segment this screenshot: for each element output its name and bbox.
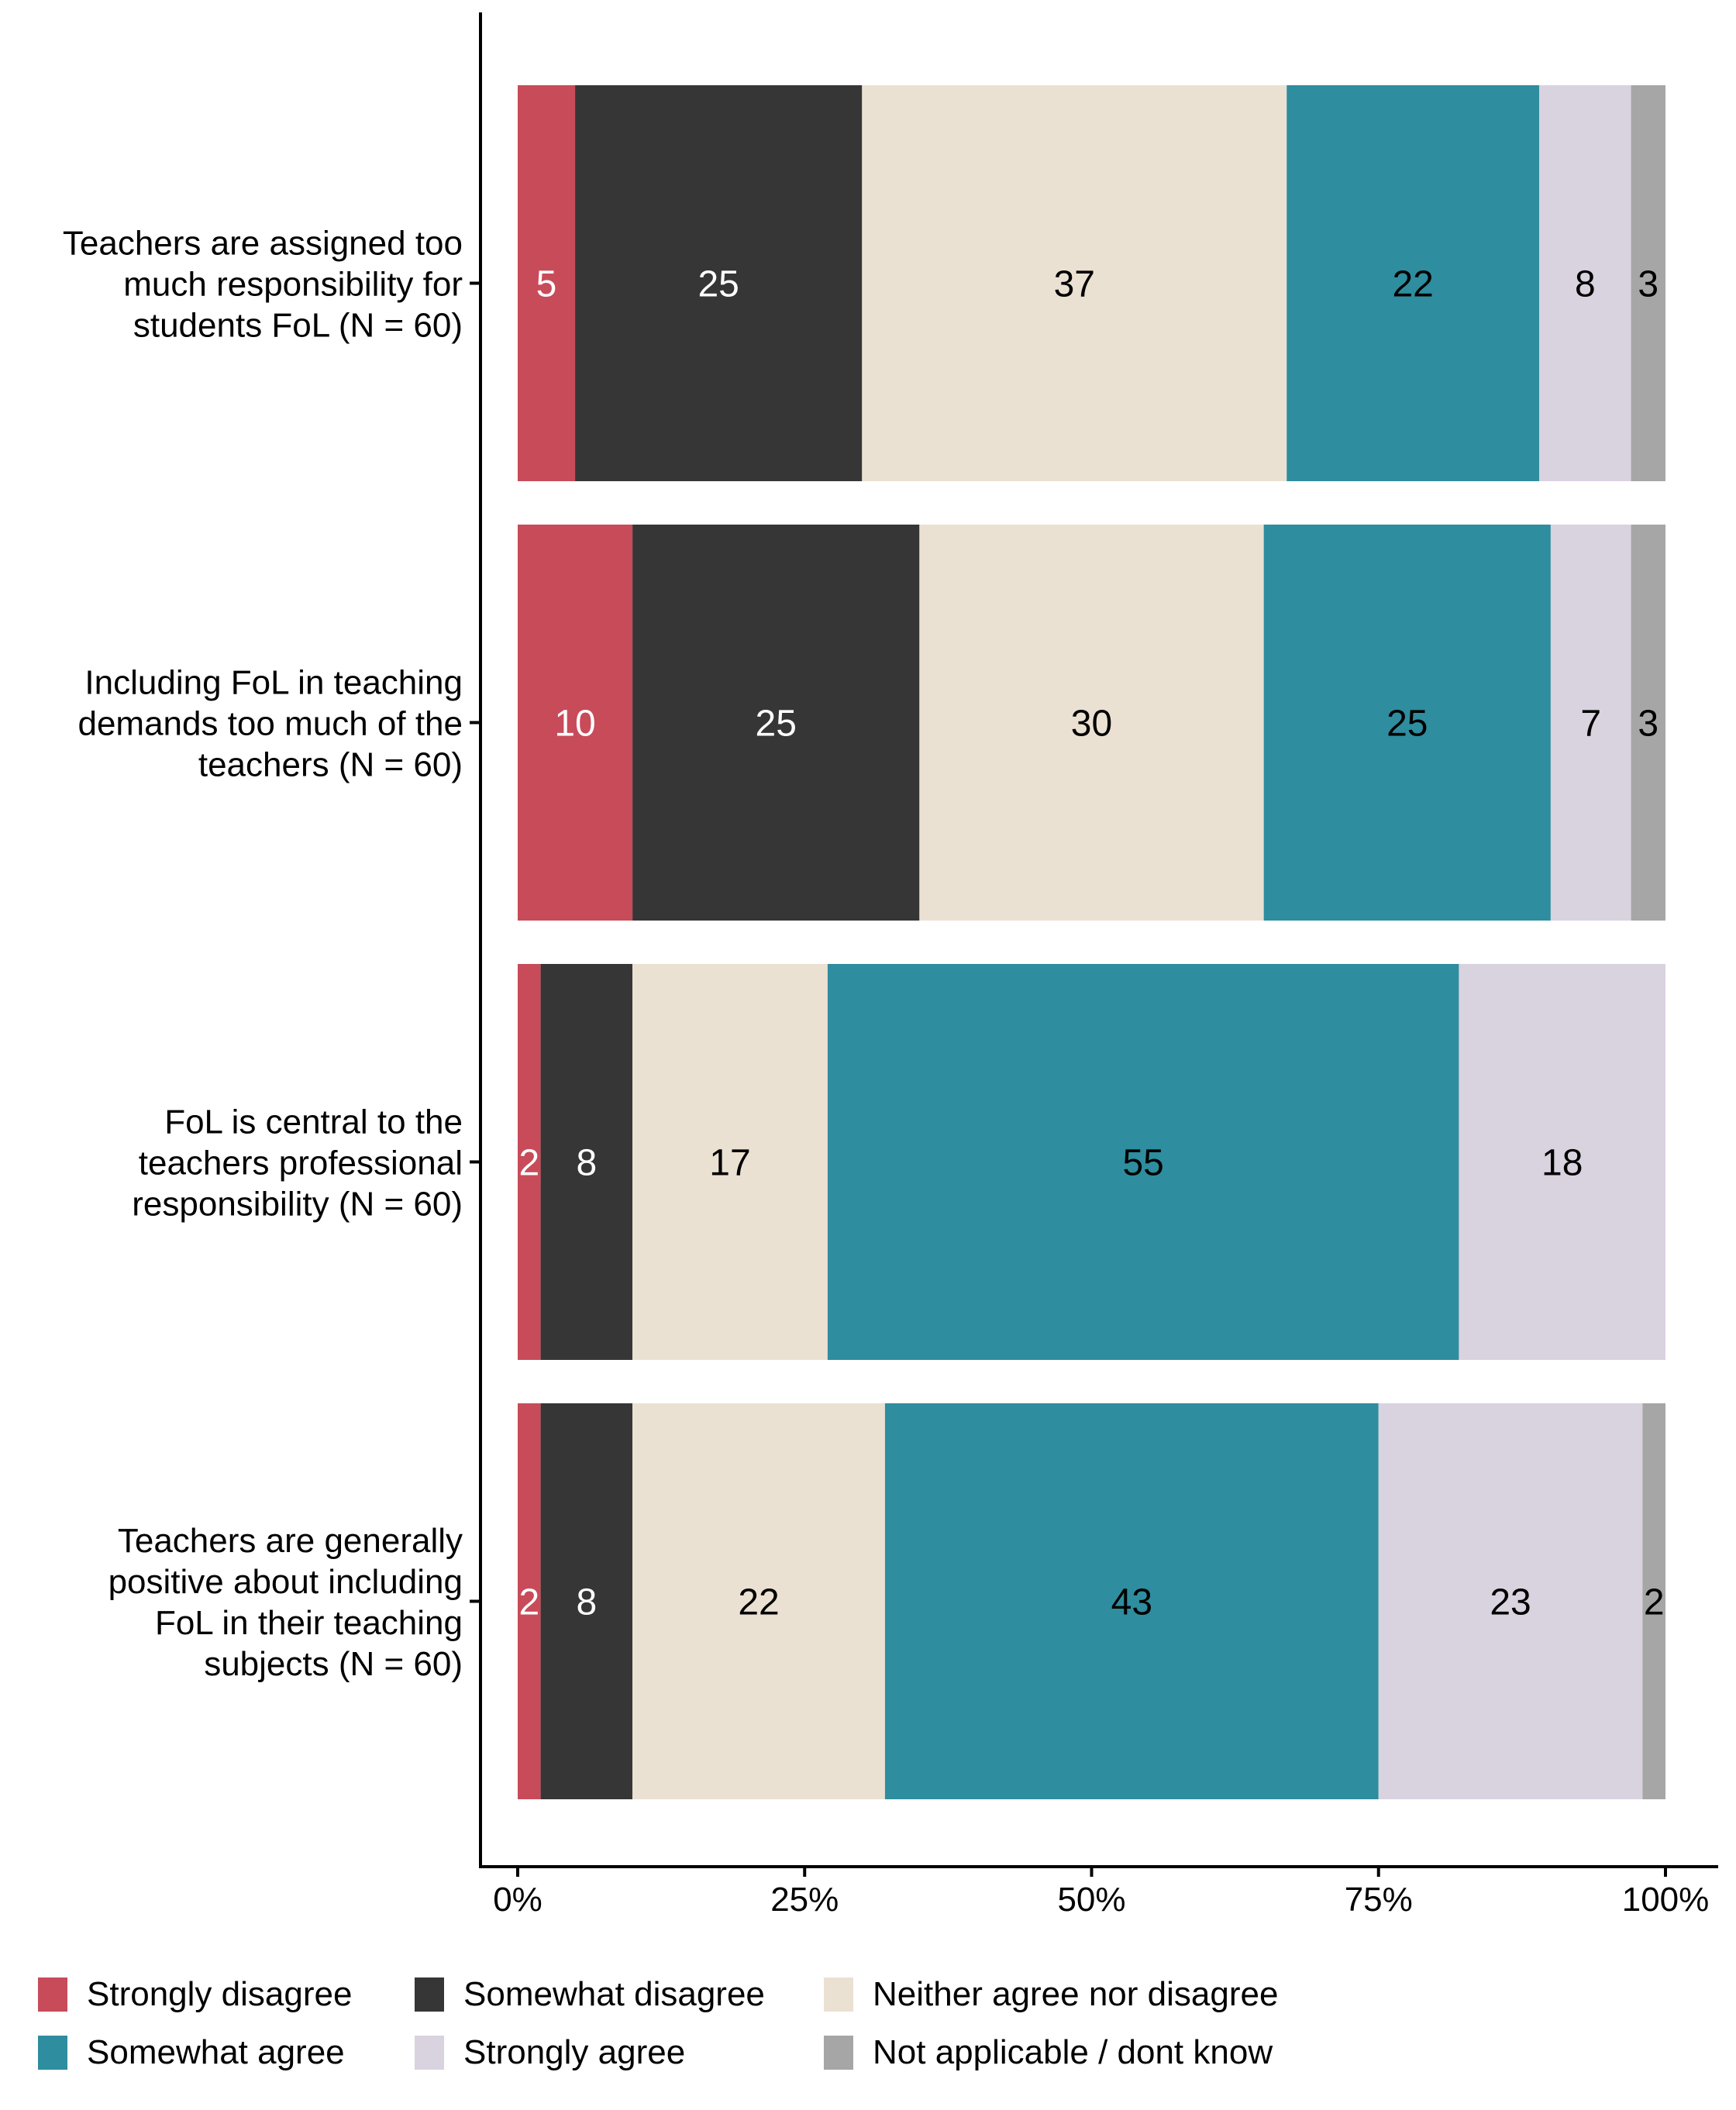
- bar-segment-somewhat-agree: [827, 964, 1459, 1360]
- data-label: 8: [577, 1582, 598, 1623]
- data-label: 3: [1638, 264, 1658, 305]
- bar-segment-strongly-agree: [1378, 1403, 1643, 1799]
- legend-item-not-applicable: Not applicable / dont know: [824, 2036, 1273, 2070]
- bar-segment-strongly-agree: [1550, 525, 1631, 921]
- data-label: 30: [1071, 704, 1112, 745]
- data-label: 22: [738, 1582, 779, 1623]
- y-tick-label-line: subjects (N = 60): [204, 1645, 463, 1683]
- legend-key-neither: [824, 1977, 853, 2012]
- legend-item-somewhat-disagree: Somewhat disagree: [415, 1977, 765, 2012]
- data-label: 25: [698, 264, 739, 305]
- x-tick-label: 50%: [1057, 1881, 1125, 1919]
- legend-key-strongly-disagree: [38, 1977, 67, 2012]
- bar-segment-somewhat-agree: [884, 1403, 1379, 1799]
- bar-segment-somewhat-disagree: [540, 964, 633, 1360]
- bar-segment-neither-agree-nor-disagree: [919, 525, 1264, 921]
- data-label: 23: [1490, 1582, 1531, 1623]
- y-tick-label: FoL is central to the teachers profession…: [132, 1103, 463, 1224]
- legend-item-strongly-agree: Strongly agree: [415, 2036, 685, 2070]
- data-label: 22: [1392, 264, 1433, 305]
- bars-layer: [518, 85, 1665, 1799]
- bar-segment-somewhat-agree: [1263, 525, 1551, 921]
- legend-item-neither: Neither agree nor disagree: [824, 1977, 1278, 2012]
- legend-item-somewhat-agree: Somewhat agree: [38, 2036, 345, 2070]
- value-labels-layer: 5 25 37 22 8 310 25 30 25 7 32 8 17 55 182 8 22 43 23 2: [518, 264, 1664, 1623]
- data-label: 25: [1386, 704, 1428, 745]
- data-label: 2: [518, 1582, 539, 1623]
- legend-item-strongly-disagree: Strongly disagree: [38, 1977, 352, 2012]
- y-tick-label: Teachers are generally positive about inc…: [108, 1522, 463, 1683]
- legend-key-somewhat-agree: [38, 2036, 67, 2070]
- legend-key-strongly-agree: [415, 2036, 444, 2070]
- bar-segment-not-applicable-dont-know: [1631, 85, 1665, 481]
- legend-label: Somewhat agree: [87, 2033, 345, 2071]
- data-label: 10: [554, 704, 595, 745]
- bar-segment-neither-agree-nor-disagree: [632, 1403, 885, 1799]
- data-label: 17: [709, 1143, 750, 1184]
- y-tick-label-line: teachers (N = 60): [198, 746, 463, 784]
- bar-segment-somewhat-disagree: [575, 85, 863, 481]
- y-tick-label: Including FoL in teaching demands too muc…: [78, 664, 463, 784]
- bar-segment-strongly-disagree: [518, 1403, 541, 1799]
- bar-segment-somewhat-agree: [1286, 85, 1540, 481]
- data-label: 3: [1638, 704, 1658, 745]
- data-label: 43: [1111, 1582, 1152, 1623]
- data-label: 5: [536, 264, 557, 305]
- data-label: 8: [1575, 264, 1596, 305]
- data-label: 18: [1541, 1143, 1583, 1184]
- y-tick-label-line: Teachers are generally: [118, 1522, 463, 1560]
- x-tick-label: 75%: [1345, 1881, 1413, 1919]
- data-label: 25: [756, 704, 797, 745]
- y-tick-label-line: Teachers are assigned too: [63, 225, 463, 263]
- y-tick-label-line: responsibility (N = 60): [132, 1186, 463, 1224]
- legend-label: Somewhat disagree: [463, 1975, 765, 2013]
- legend-label: Neither agree nor disagree: [873, 1975, 1279, 2013]
- y-tick-label-line: teachers professional: [139, 1144, 463, 1182]
- x-tick-label: 0%: [493, 1881, 542, 1919]
- x-tick-label: 25%: [770, 1881, 839, 1919]
- bar-segment-somewhat-disagree: [540, 1403, 633, 1799]
- y-tick-label-line: FoL is central to the: [164, 1103, 463, 1141]
- y-tick-label-line: positive about including: [108, 1563, 463, 1601]
- bar-segment-strongly-agree: [1459, 964, 1665, 1360]
- legend-key-somewhat-disagree: [415, 1977, 444, 2012]
- y-tick-label-line: demands too much of the: [78, 705, 463, 743]
- y-tick-label-line: FoL in their teaching: [155, 1604, 463, 1642]
- bar-segment-not-applicable-dont-know: [1631, 525, 1665, 921]
- y-tick-label: Teachers are assigned too much responsibi…: [63, 225, 463, 345]
- bar-segment-strongly-disagree: [518, 964, 541, 1360]
- y-tick-label-line: much responsibility for: [123, 266, 463, 304]
- bar-segment-strongly-disagree: [518, 85, 576, 481]
- data-label: 7: [1580, 704, 1601, 745]
- bar-segment-neither-agree-nor-disagree: [632, 964, 828, 1360]
- bar-segment-not-applicable-dont-know: [1642, 1403, 1665, 1799]
- legend-key-not-applicable: [824, 2036, 853, 2070]
- legend-label: Not applicable / dont know: [873, 2033, 1273, 2071]
- bar-segment-strongly-agree: [1539, 85, 1631, 481]
- y-tick-label-line: students FoL (N = 60): [133, 307, 463, 345]
- data-label: 2: [1644, 1582, 1665, 1623]
- bar-segment-neither-agree-nor-disagree: [862, 85, 1287, 481]
- data-label: 8: [577, 1143, 598, 1184]
- data-label: 2: [518, 1143, 539, 1184]
- legend-label: Strongly agree: [463, 2033, 686, 2071]
- legend: Strongly disagree Somewhat disagree Neit…: [0, 1968, 1736, 2092]
- bar-segment-somewhat-disagree: [632, 525, 920, 921]
- data-label: 37: [1054, 264, 1095, 305]
- x-tick-label: 100%: [1622, 1881, 1710, 1919]
- legend-label: Strongly disagree: [87, 1975, 353, 2013]
- y-ticks: [470, 281, 480, 1603]
- x-ticks: [516, 1867, 1667, 1877]
- data-label: 55: [1122, 1143, 1163, 1184]
- x-tick-labels: 0% 25% 50% 75% 100%: [493, 1881, 1709, 1919]
- y-tick-label-line: Including FoL in teaching: [84, 664, 463, 702]
- bar-segment-strongly-disagree: [518, 525, 633, 921]
- y-tick-labels: Teachers are assigned too much responsibi…: [63, 225, 463, 1684]
